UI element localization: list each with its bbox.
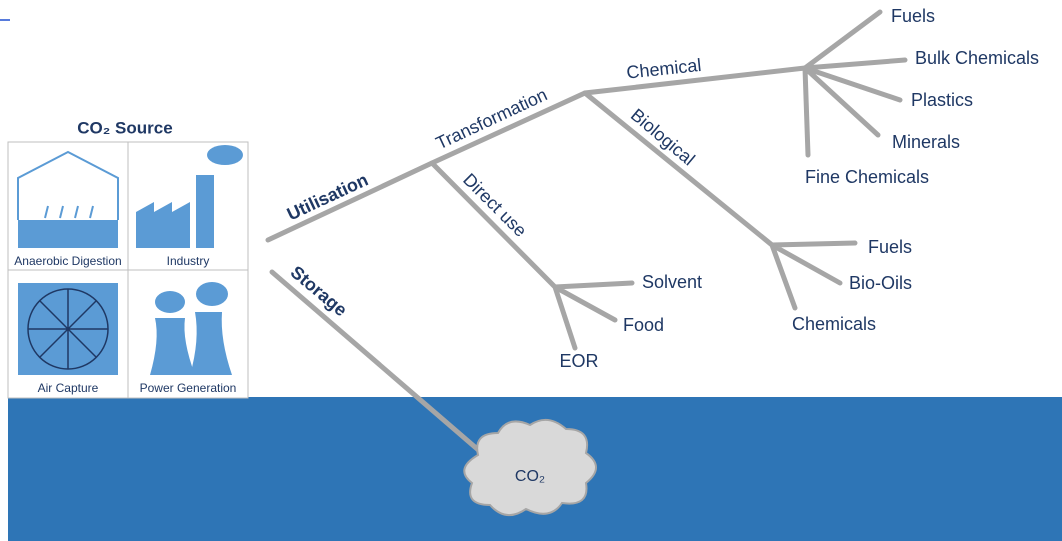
cloud-label: CO₂: [515, 468, 545, 485]
product-label: Fine Chemicals: [805, 167, 929, 187]
tile-label: Power Generation: [140, 381, 237, 395]
icon-air-capture: [18, 283, 118, 375]
product-label: Minerals: [892, 132, 960, 152]
product-label: Fuels: [891, 6, 935, 26]
product-label: Food: [623, 315, 664, 335]
tile-label: Air Capture: [38, 381, 99, 395]
source-title: CO₂ Source: [77, 118, 172, 137]
diagram: CO₂ Source Anaerobic Digestion Industry …: [0, 0, 1062, 541]
product-label: Bio-Oils: [849, 273, 912, 293]
product-label: Solvent: [642, 272, 702, 292]
tile-label: Anaerobic Digestion: [14, 254, 121, 268]
product-label: EOR: [559, 351, 598, 371]
product-label: Chemicals: [792, 314, 876, 334]
product-label: Fuels: [868, 237, 912, 257]
product-label: Bulk Chemicals: [915, 48, 1039, 68]
tile-label: Industry: [167, 254, 210, 268]
branch-label: Chemical: [626, 55, 703, 83]
product-label: Plastics: [911, 90, 973, 110]
tree-lines: [268, 12, 905, 460]
branch-label: Direct use: [459, 169, 530, 240]
